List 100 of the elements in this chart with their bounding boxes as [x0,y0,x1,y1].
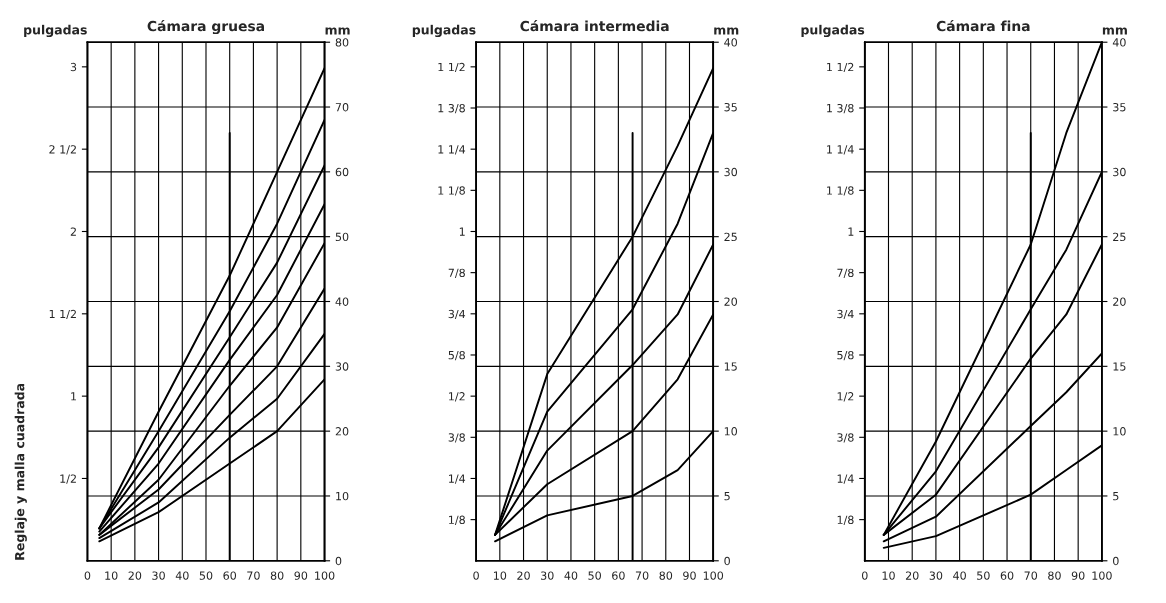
x-tick-label: 50 [977,571,990,580]
y-tick-label: 1 [71,392,77,401]
y2-tick-label: 10 [724,427,738,436]
y-tick-label: 1 1/8 [438,186,465,196]
x-tick-label: 70 [1024,571,1038,580]
y2-tick-label: 15 [1113,362,1126,371]
y-tick-label: 1/2 [60,474,76,484]
y2-tick-label: 60 [335,167,349,177]
x-tick-label: 60 [223,571,237,580]
y2-tick-label: 20 [335,427,349,436]
y-axis-title: pulgadas [801,24,865,38]
y-tick-label: 1/4 [449,474,466,484]
y2-tick-label: 20 [1113,297,1126,306]
y2-axis-title: mm [1102,27,1127,35]
y2-tick-label: 5 [1113,492,1119,501]
y2-tick-label: 40 [724,38,738,47]
x-tick-label: 80 [270,571,284,580]
y2-tick-label: 10 [336,491,349,501]
y2-tick-label: 50 [335,232,349,242]
y-tick-label: 1 1/4 [438,145,466,155]
y-tick-label: 7/8 [448,268,465,278]
y-axis-title: pulgadas [24,24,87,38]
x-tick-label: 20 [517,571,530,580]
y-tick-label: 1/8 [837,515,854,525]
y-tick-label: 1/2 [449,392,465,402]
x-tick-label: 100 [703,571,724,580]
x-tick-label: 100 [315,571,335,580]
x-tick-label: 40 [175,571,189,580]
x-tick-label: 40 [564,571,578,580]
x-tick-label: 30 [152,571,165,580]
y-axis-title: pulgadas [412,24,476,38]
y2-tick-label: 0 [1113,556,1119,566]
y-tick-label: 1 [459,227,465,236]
y-tick-label: 1/2 [837,392,854,402]
y-tick-label: 1 [848,227,854,236]
y2-tick-label: 80 [335,38,349,47]
x-tick-label: 60 [612,571,625,580]
y2-tick-label: 0 [335,556,342,566]
y2-tick-label: 5 [724,492,730,501]
x-tick-label: 20 [128,571,142,580]
x-tick-label: 20 [905,571,919,580]
y2-axis-title: mm [714,27,739,35]
y-tick-label: 1/8 [449,515,465,525]
y-tick-label: 3/8 [837,433,854,443]
y2-tick-label: 35 [724,103,737,112]
y2-tick-label: 10 [1113,427,1126,436]
y-tick-label: 1 1/2 [827,62,854,73]
chart-title: Cámara gruesa [147,19,264,35]
x-tick-label: 100 [1092,571,1112,580]
x-tick-label: 70 [247,571,260,580]
y2-tick-label: 20 [724,297,738,306]
y2-axis-title: mm [325,27,350,35]
x-tick-label: 90 [294,571,308,580]
x-tick-label: 0 [473,571,479,580]
x-tick-label: 0 [84,571,91,580]
y2-tick-label: 40 [1112,38,1126,47]
x-tick-label: 60 [1000,571,1014,580]
y-tick-label: 7/8 [837,268,854,278]
chart-title: Cámara fina [936,19,1030,32]
x-tick-label: 10 [105,571,118,580]
x-tick-label: 10 [493,571,507,580]
x-tick-label: 90 [683,571,696,580]
x-tick-label: 40 [953,571,966,580]
y-tick-label: 2 [70,227,76,236]
y-tick-label: 3/4 [448,309,466,320]
y-tick-label: 1 1/4 [827,145,854,155]
x-tick-label: 90 [1071,571,1085,580]
y-tick-label: 1 1/2 [49,309,76,320]
text: Reglaje y malla cuadrada [14,383,27,560]
y-tick-label: 1 1/2 [438,62,465,73]
y-tick-label: 1 3/8 [438,103,465,114]
chart-title: Cámara intermedia [520,19,669,32]
y-tick-label: 1 1/8 [827,186,854,196]
x-tick-label: 50 [588,571,601,580]
y2-tick-label: 25 [1113,232,1126,242]
y-tick-label: 1/4 [837,474,854,484]
x-tick-label: 70 [635,571,649,580]
y2-tick-label: 30 [1113,167,1126,177]
x-tick-label: 0 [861,571,868,580]
y2-tick-label: 40 [335,297,349,306]
y2-tick-label: 70 [335,103,349,112]
y-tick-label: 3 [70,62,77,72]
y-tick-label: 2 1/2 [49,145,76,155]
y-tick-label: 3/8 [448,433,465,443]
y2-tick-label: 15 [724,362,737,371]
y2-tick-label: 30 [724,167,738,177]
y2-tick-label: 30 [335,362,349,371]
y-tick-label: 5/8 [837,350,854,361]
y-tick-label: 5/8 [448,350,465,361]
x-tick-label: 80 [659,571,673,580]
x-tick-label: 30 [929,571,943,580]
y-tick-label: 1 3/8 [827,103,854,114]
x-tick-label: 50 [199,571,213,580]
x-tick-label: 30 [541,571,554,580]
x-tick-label: 10 [882,571,895,580]
y2-tick-label: 0 [724,556,730,566]
x-tick-label: 80 [1048,571,1061,580]
y-tick-label: 3/4 [837,309,854,320]
y2-tick-label: 25 [724,232,737,242]
y2-tick-label: 35 [1113,103,1126,112]
